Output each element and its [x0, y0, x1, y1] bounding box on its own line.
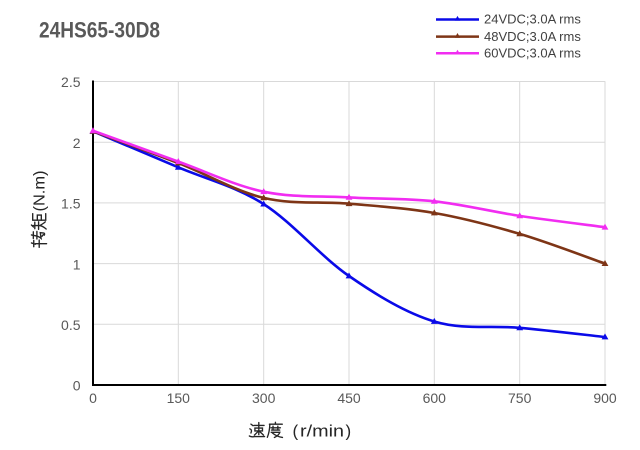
svg-text:60VDC;3.0A rms: 60VDC;3.0A rms: [484, 46, 581, 61]
svg-text:2: 2: [73, 135, 81, 151]
svg-text:1: 1: [73, 256, 81, 272]
svg-text:0: 0: [89, 390, 97, 406]
svg-text:900: 900: [593, 390, 617, 406]
svg-text:r/min: r/min: [300, 423, 344, 441]
svg-text:0.5: 0.5: [61, 317, 81, 333]
svg-text:24VDC;3.0A rms: 24VDC;3.0A rms: [484, 12, 581, 27]
svg-text:450: 450: [337, 390, 361, 406]
svg-text:150: 150: [167, 390, 191, 406]
svg-text:24HS65-30D8: 24HS65-30D8: [39, 17, 160, 42]
svg-text:48VDC;3.0A rms: 48VDC;3.0A rms: [484, 29, 581, 44]
svg-text:600: 600: [423, 390, 447, 406]
svg-text:1.5: 1.5: [61, 196, 81, 212]
svg-text:300: 300: [252, 390, 276, 406]
svg-text:): ): [346, 422, 352, 441]
svg-text:(: (: [293, 422, 299, 441]
svg-text:0: 0: [73, 378, 81, 394]
svg-text:(N.m): (N.m): [32, 171, 49, 212]
svg-text:750: 750: [508, 390, 532, 406]
svg-text:2.5: 2.5: [61, 74, 81, 90]
